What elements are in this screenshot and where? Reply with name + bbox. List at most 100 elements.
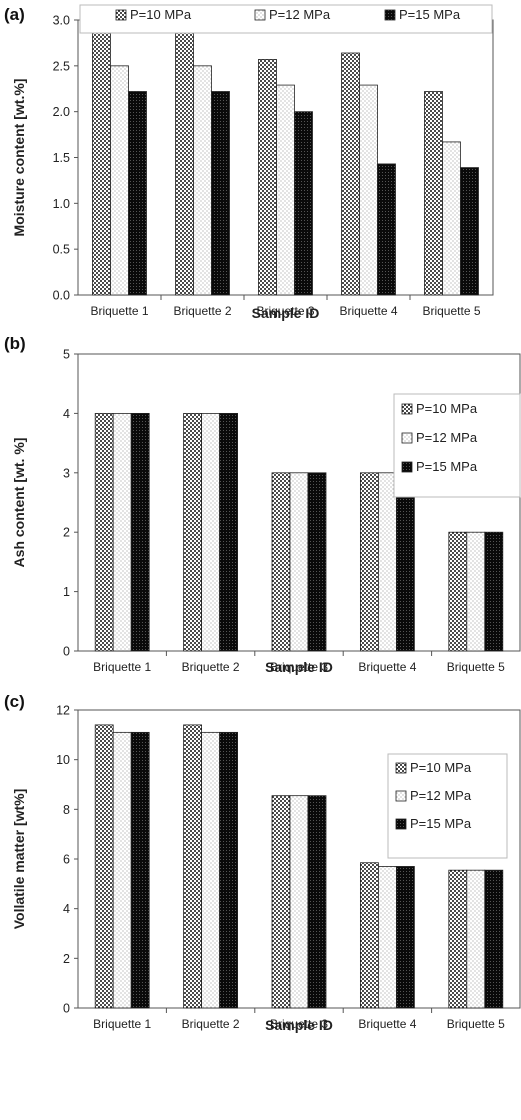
bar-p15-briquette-2 (219, 731, 239, 1009)
legend-label-p10: P=10 MPa (416, 401, 478, 416)
legend-label-p15: P=15 MPa (399, 7, 461, 22)
y-tick-label: 4 (63, 407, 70, 421)
x-tick-label: Briquette 2 (182, 660, 240, 674)
bar-p10-briquette-2 (175, 32, 194, 296)
bar-p10-briquette-4 (359, 862, 379, 1009)
bar-p15-briquette-4 (395, 472, 415, 652)
bar-p15-briquette-1 (130, 731, 150, 1009)
y-tick-label: 0.5 (53, 243, 70, 257)
legend-swatch-p12 (395, 790, 407, 802)
bar-p15-briquette-3 (307, 472, 327, 652)
bar-p10-briquette-5 (448, 869, 468, 1009)
legend-swatch-p12 (401, 432, 413, 444)
bar-p12-briquette-2 (201, 412, 221, 652)
chart-panel-c: (c) 0 2 4 6 8 10 12 Vollatile matter [wt%] Brique… (4, 692, 521, 1033)
y-tick-label: 10 (56, 753, 70, 767)
y-tick-label: 2.0 (53, 105, 70, 119)
panel-label: (b) (4, 334, 26, 353)
bar-p10-briquette-2 (183, 724, 203, 1009)
x-tick-label: Briquette 3 (256, 304, 314, 318)
y-axis-title: Ash content [wt. %] (11, 438, 27, 568)
legend-swatch-p15 (395, 818, 407, 830)
y-tick-label: 1.5 (53, 151, 70, 165)
bar-p15-briquette-2 (219, 412, 239, 652)
x-tick-label: Briquette 2 (173, 304, 231, 318)
legend-swatch-p10 (395, 762, 407, 774)
y-tick-label: 2 (63, 952, 70, 966)
x-tick-label: Briquette 4 (358, 660, 416, 674)
bar-p15-briquette-4 (395, 866, 415, 1009)
chart-panel-b: (b) 0 1 2 3 4 5 Ash content [wt. %] Briquette 1 B… (4, 334, 521, 675)
bar-p15-briquette-1 (128, 91, 147, 296)
bar-p15-briquette-3 (294, 111, 313, 296)
legend-box (387, 753, 508, 859)
x-tick-label: Briquette 3 (270, 1017, 328, 1031)
y-tick-label: 1 (63, 585, 70, 599)
bar-p12-briquette-4 (377, 866, 397, 1009)
bar-p12-briquette-5 (466, 869, 486, 1009)
bar-p10-briquette-1 (92, 32, 111, 296)
legend-swatch-p15 (384, 9, 396, 21)
bar-p10-briquette-3 (271, 795, 291, 1009)
chart-panel-a: (a) 0.0 0.5 1.0 1.5 2.0 2.5 3.0 Moisture content… (4, 4, 494, 321)
legend-label-p12: P=12 MPa (269, 7, 331, 22)
x-tick-label: Briquette 4 (358, 1017, 416, 1031)
legend-label-p12: P=12 MPa (416, 430, 478, 445)
legend-label-p10: P=10 MPa (130, 7, 192, 22)
x-axis-title: Sample ID (265, 1017, 333, 1033)
bar-p12-briquette-3 (289, 472, 309, 652)
legend-label-p10: P=10 MPa (410, 760, 472, 775)
legend-swatch-p15 (401, 461, 413, 473)
y-tick-label: 2.5 (53, 59, 70, 73)
bar-p10-briquette-3 (258, 59, 277, 296)
y-tick-label: 3.0 (53, 14, 70, 28)
legend-box (393, 393, 521, 498)
bar-p10-briquette-4 (341, 52, 360, 296)
y-tick-label: 0.0 (53, 289, 70, 303)
y-tick-label: 1.0 (53, 197, 70, 211)
bar-p15-briquette-5 (484, 869, 504, 1009)
x-tick-label: Briquette 4 (339, 304, 397, 318)
bar-p15-briquette-2 (211, 91, 230, 296)
panel-label: (c) (4, 692, 25, 711)
legend-label-p15: P=15 MPa (410, 816, 472, 831)
bar-p12-briquette-5 (466, 531, 486, 652)
bar-p12-briquette-3 (289, 795, 309, 1009)
bar-p15-briquette-3 (307, 795, 327, 1009)
legend: P=10 MPa P=12 MPa P=15 MPa (387, 753, 508, 859)
bar-p12-briquette-2 (193, 65, 212, 296)
x-axis-title: Sample ID (252, 305, 320, 321)
bar-p10-briquette-5 (448, 531, 468, 652)
x-tick-label: Briquette 5 (447, 660, 505, 674)
panel-label: (a) (4, 5, 25, 24)
legend: P=10 MPa P=12 MPa P=15 MPa (79, 4, 493, 34)
x-tick-label: Briquette 1 (90, 304, 148, 318)
x-axis-title: Sample ID (265, 659, 333, 675)
y-axis-title: Moisture content [wt.%] (11, 79, 27, 237)
bar-p12-briquette-1 (110, 65, 129, 296)
bar-p12-briquette-5 (442, 141, 461, 296)
y-tick-label: 4 (63, 902, 70, 916)
legend-box (79, 4, 493, 34)
bar-p12-briquette-2 (201, 731, 221, 1009)
legend: P=10 MPa P=12 MPa P=15 MPa (393, 393, 521, 498)
y-tick-label: 8 (63, 803, 70, 817)
bar-p15-briquette-5 (460, 167, 479, 296)
bar-p15-briquette-1 (130, 412, 150, 652)
bar-p12-briquette-1 (112, 731, 132, 1009)
y-tick-label: 0 (63, 645, 70, 659)
legend-swatch-p10 (115, 9, 127, 21)
bar-p15-briquette-4 (377, 163, 396, 296)
y-tick-label: 2 (63, 526, 70, 540)
bar-p10-briquette-1 (94, 412, 114, 652)
y-tick-label: 5 (63, 348, 70, 362)
y-tick-label: 0 (63, 1002, 70, 1016)
legend-label-p12: P=12 MPa (410, 788, 472, 803)
bar-p10-briquette-4 (359, 472, 379, 652)
bar-p10-briquette-5 (424, 91, 443, 296)
x-tick-label: Briquette 2 (182, 1017, 240, 1031)
bar-p12-briquette-1 (112, 412, 132, 652)
x-tick-label: Briquette 1 (93, 660, 151, 674)
